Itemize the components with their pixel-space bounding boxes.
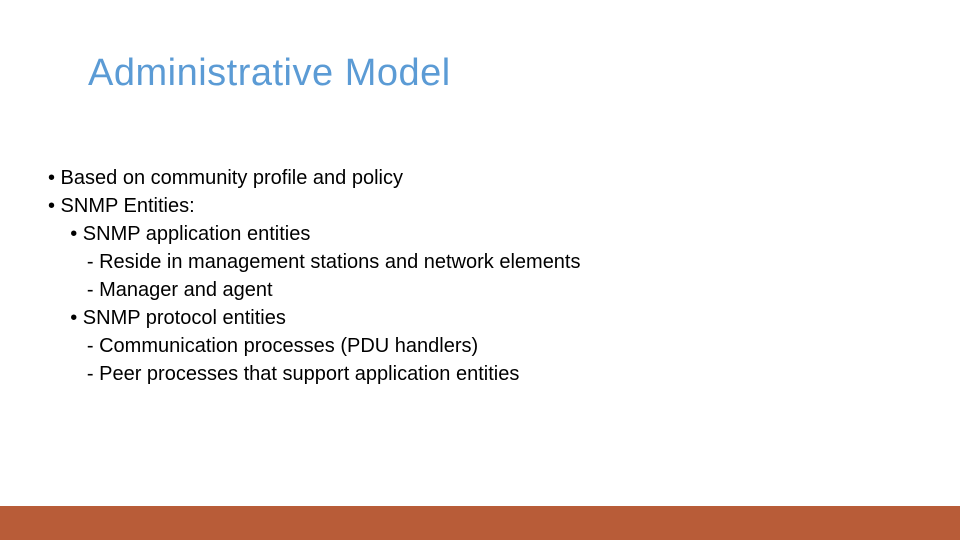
bullet-line: - Reside in management stations and netw… <box>48 248 581 276</box>
footer-bar <box>0 506 960 540</box>
bullet-line: • Based on community profile and policy <box>48 164 581 192</box>
bullet-line: - Manager and agent <box>48 276 581 304</box>
bullet-line: • SNMP application entities <box>48 220 581 248</box>
bullet-line: • SNMP Entities: <box>48 192 581 220</box>
slide-content: • Based on community profile and policy … <box>48 164 581 388</box>
slide-title: Administrative Model <box>88 52 451 95</box>
bullet-line: - Communication processes (PDU handlers) <box>48 332 581 360</box>
bullet-line: - Peer processes that support applicatio… <box>48 360 581 388</box>
bullet-line: • SNMP protocol entities <box>48 304 581 332</box>
